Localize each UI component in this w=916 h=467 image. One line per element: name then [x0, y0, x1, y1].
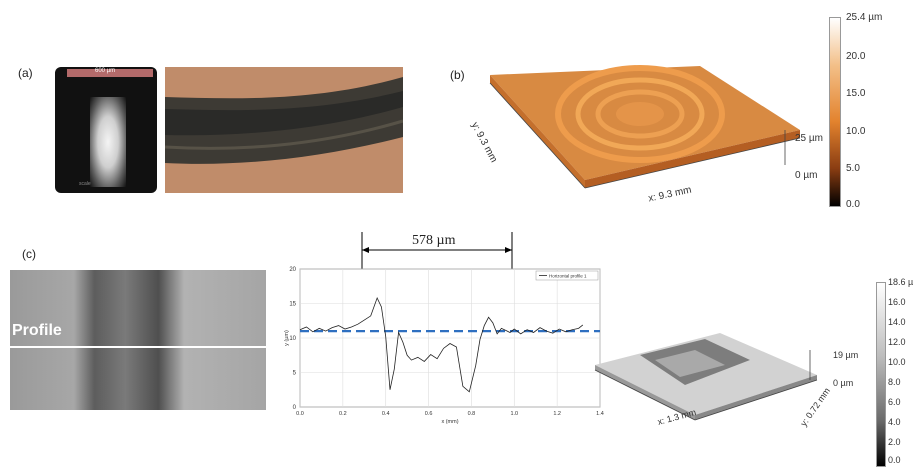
micrograph-dark-image: 600 µm scale [55, 67, 157, 193]
laser-track-photo [165, 67, 403, 193]
x-tick-label: 0.4 [382, 411, 390, 417]
y-tick-label: 15 [289, 302, 296, 308]
micrograph-tag: scale [79, 181, 91, 187]
profile-label: Profile [12, 322, 62, 339]
y-tick-label: 10 [289, 336, 296, 342]
scale-bar [67, 69, 153, 77]
scale-bar-text: 600 µm [95, 68, 116, 74]
surface-3d-orange [489, 65, 801, 189]
colorbar-tick: 8.0 [888, 377, 901, 387]
colorbar-tick: 20.0 [846, 51, 866, 62]
panel-b-z-scale: 25 µm [795, 133, 823, 144]
colorbar-grey [876, 282, 886, 467]
y-tick-label: 20 [289, 267, 296, 273]
legend-box [535, 270, 599, 281]
sem-image: Profile [10, 270, 266, 410]
dimension-label: 578 µm [412, 233, 456, 248]
x-tick-label: 0.6 [425, 411, 433, 417]
y-tick-label: 0 [293, 405, 297, 411]
profile-chart: 0 5 10 15 20 0.0 0.2 0.4 0.6 0.8 1.0 1.2 1.4 Horizont… [284, 267, 604, 425]
colorbar-tick: 0.0 [846, 199, 860, 210]
colorbar-orange [829, 17, 841, 207]
profile-line [10, 346, 266, 348]
colorbar-tick: 10.0 [888, 357, 906, 367]
colorbar-tick: 5.0 [846, 163, 860, 174]
panel-b-label: (b) [450, 68, 465, 82]
panel-a-label: (a) [18, 66, 33, 80]
surface-3d-grey [594, 333, 818, 421]
x-tick-label: 0.2 [339, 411, 347, 417]
legend-label: Horizontal profile 1 [549, 274, 587, 279]
x-tick-label: 1.4 [596, 411, 604, 417]
profile-series-line [299, 296, 584, 393]
panel-b-zero: 0 µm [795, 170, 818, 181]
x-axis-label: x (mm) [441, 419, 458, 425]
y-axis-label: y (µm) [284, 330, 290, 346]
laser-track-svg [165, 77, 403, 164]
colorbar-tick: 2.0 [888, 437, 901, 447]
x-tick-label: 1.2 [553, 411, 561, 417]
x-tick-label: 0.8 [468, 411, 476, 417]
panel-c-zero: 0 µm [833, 378, 854, 388]
colorbar-tick: 10.0 [846, 126, 866, 137]
y-tick-label: 5 [293, 371, 297, 377]
panel-c-label: (c) [22, 247, 36, 261]
panel-c-z-scale: 19 µm [833, 350, 859, 360]
colorbar-tick: 0.0 [888, 455, 901, 465]
colorbar-tick: 14.0 [888, 317, 906, 327]
colorbar-tick: 12.0 [888, 337, 906, 347]
x-tick-label: 0.0 [296, 411, 304, 417]
colorbar-tick: 15.0 [846, 88, 866, 99]
x-tick-label: 1.0 [510, 411, 518, 417]
colorbar-tick: 18.6 µ [888, 277, 914, 287]
colorbar-tick: 4.0 [888, 417, 901, 427]
colorbar-tick: 6.0 [888, 397, 901, 407]
colorbar-tick: 16.0 [888, 297, 906, 307]
colorbar-tick: 25.4 µm [846, 12, 883, 23]
bright-track [90, 97, 126, 187]
